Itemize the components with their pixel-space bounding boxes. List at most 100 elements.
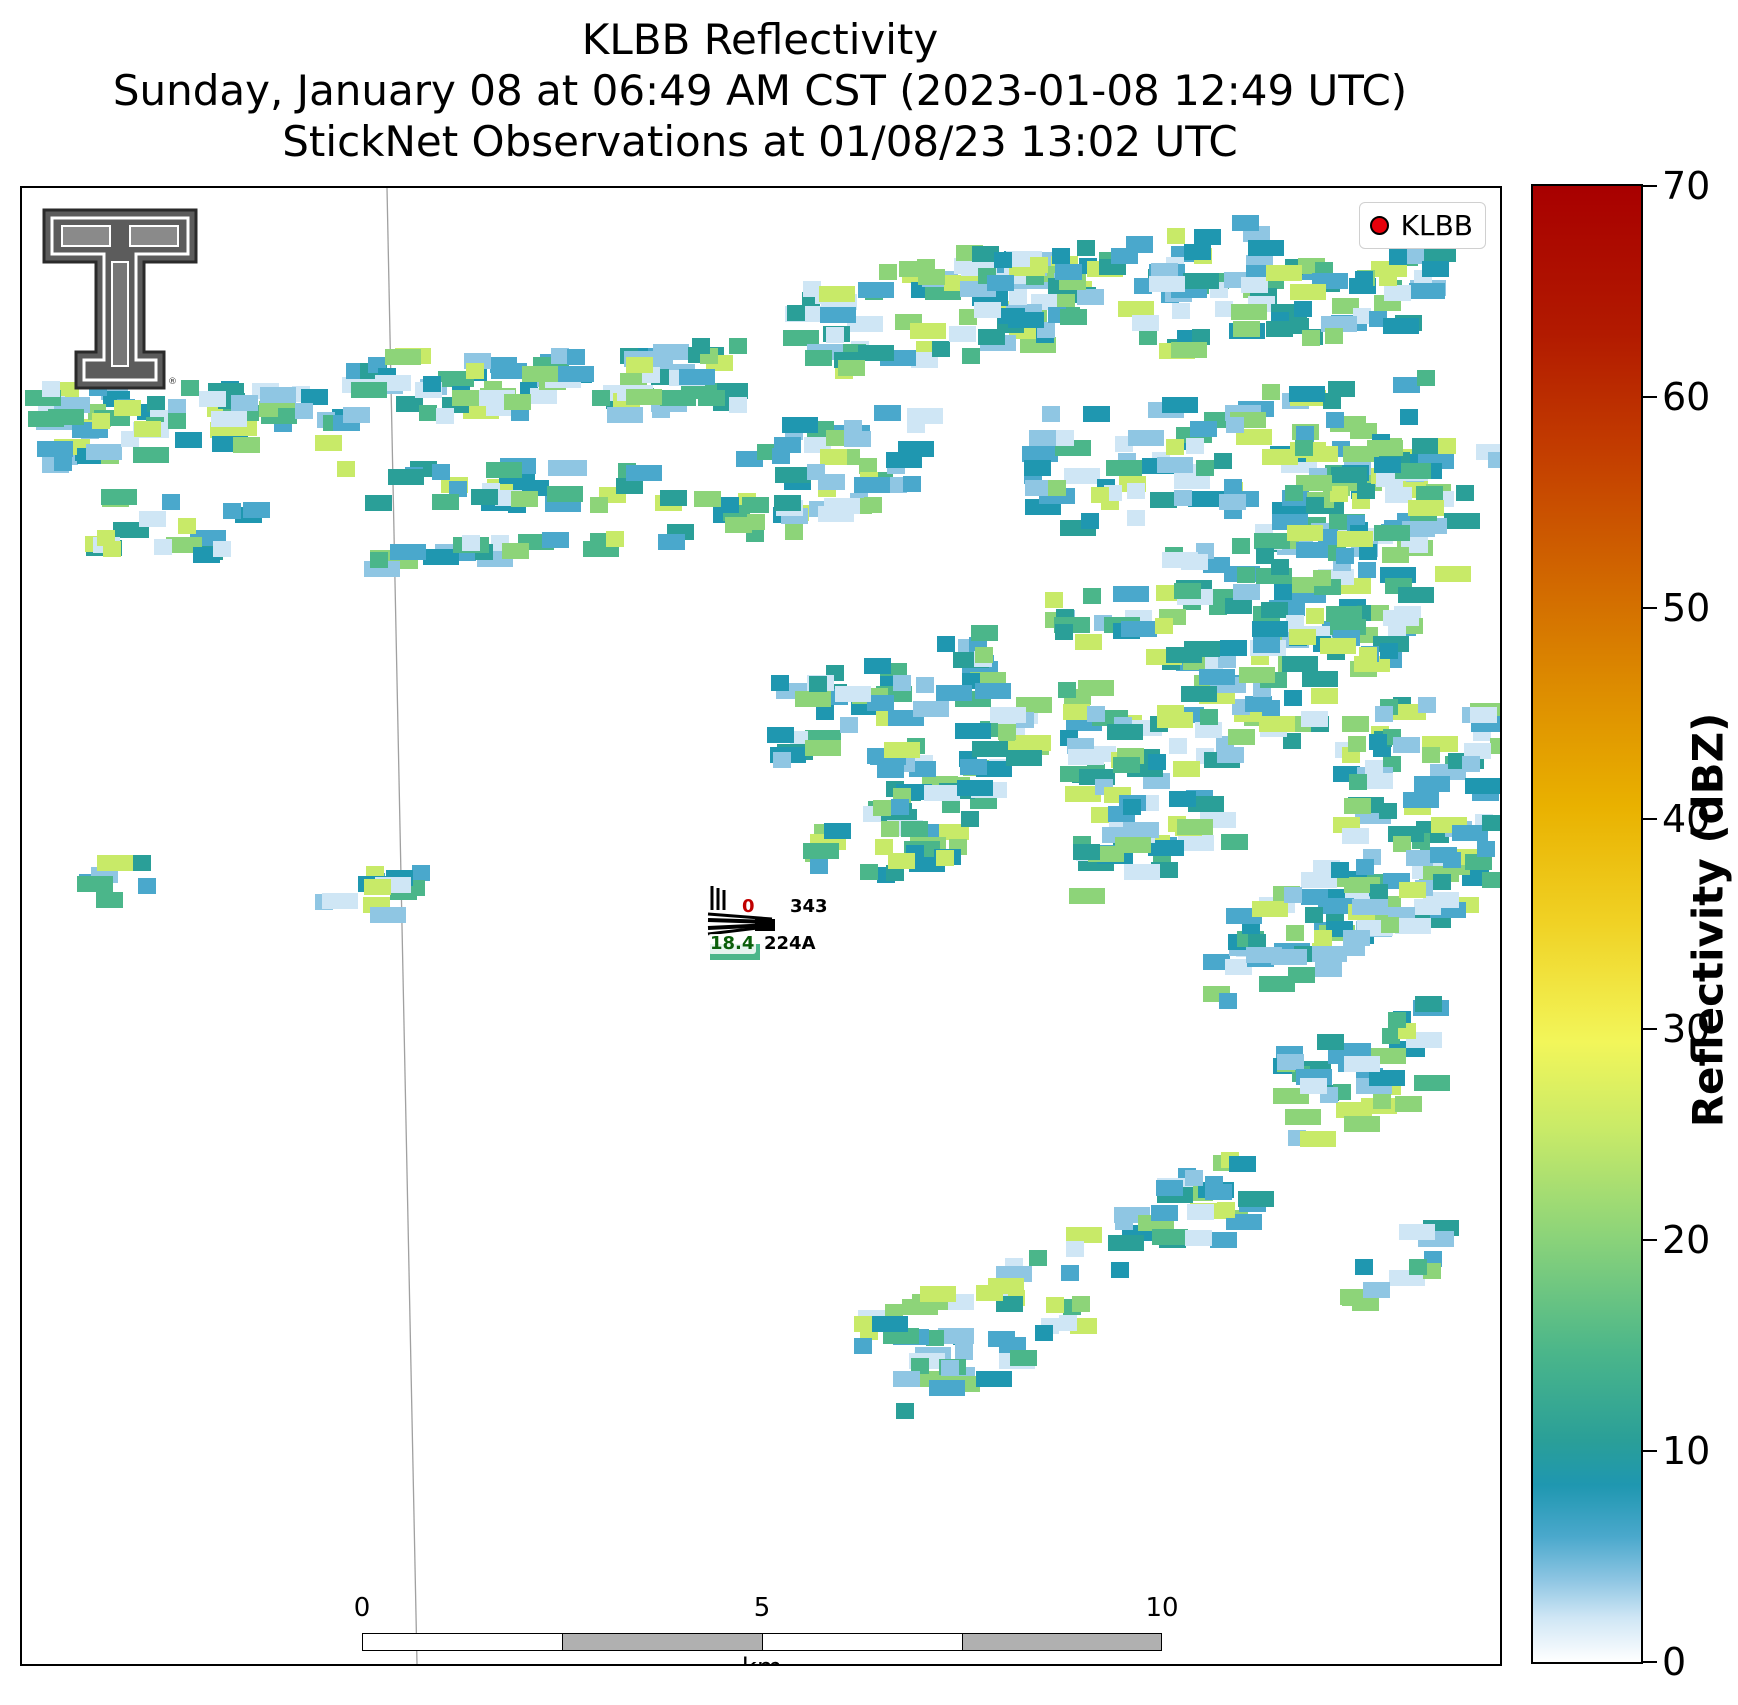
reflectivity-gate bbox=[1173, 761, 1200, 777]
reflectivity-gate bbox=[1199, 669, 1235, 685]
reflectivity-gate bbox=[772, 448, 790, 464]
reflectivity-gate bbox=[390, 544, 426, 560]
reflectivity-gate bbox=[854, 1338, 872, 1354]
reflectivity-gate bbox=[626, 465, 662, 481]
reflectivity-gate bbox=[816, 704, 834, 720]
figure-title: KLBB Reflectivity Sunday, January 08 at … bbox=[20, 14, 1500, 167]
reflectivity-gate bbox=[1331, 467, 1367, 483]
reflectivity-gate bbox=[1186, 438, 1204, 454]
colorbar-tick-label: 50 bbox=[1662, 585, 1711, 630]
reflectivity-gate bbox=[1008, 312, 1044, 328]
reflectivity-gate bbox=[1393, 737, 1420, 753]
reflectivity-gate bbox=[390, 469, 417, 485]
reflectivity-gate bbox=[1248, 934, 1266, 950]
reflectivity-field bbox=[25, 188, 1500, 1664]
reflectivity-gate bbox=[1408, 500, 1444, 516]
reflectivity-gate bbox=[955, 1344, 973, 1360]
reflectivity-gate bbox=[1356, 859, 1374, 875]
reflectivity-gate bbox=[1124, 864, 1160, 880]
reflectivity-gate bbox=[1064, 468, 1100, 484]
reflectivity-gate bbox=[1177, 819, 1213, 835]
reflectivity-gate bbox=[96, 892, 123, 908]
reflectivity-gate bbox=[626, 357, 653, 373]
reflectivity-gate bbox=[616, 478, 643, 494]
reflectivity-gate bbox=[1462, 756, 1480, 772]
reflectivity-gate bbox=[365, 495, 392, 511]
reflectivity-gate bbox=[1111, 1262, 1129, 1278]
reflectivity-gate bbox=[1262, 700, 1280, 716]
reflectivity-gate bbox=[37, 441, 73, 457]
reflectivity-gate bbox=[1195, 722, 1222, 738]
reflectivity-gate bbox=[660, 390, 696, 406]
reflectivity-gate bbox=[452, 390, 479, 406]
reflectivity-gate bbox=[1380, 643, 1398, 659]
reflectivity-gate bbox=[1433, 874, 1451, 890]
reflectivity-gate bbox=[1349, 774, 1367, 790]
reflectivity-gate bbox=[1357, 483, 1375, 499]
reflectivity-gate bbox=[805, 740, 841, 756]
reflectivity-gate bbox=[1295, 440, 1313, 456]
reflectivity-gate bbox=[1066, 1227, 1102, 1243]
reflectivity-gate bbox=[1336, 548, 1354, 564]
colorbar-tick-label: 70 bbox=[1662, 164, 1711, 208]
reflectivity-gate bbox=[971, 625, 998, 641]
reflectivity-gate bbox=[1155, 618, 1173, 634]
reflectivity-gate bbox=[1284, 887, 1302, 903]
reflectivity-gate bbox=[558, 366, 594, 382]
reflectivity-gate bbox=[592, 390, 610, 406]
reflectivity-gate bbox=[1233, 584, 1260, 600]
reflectivity-gate bbox=[803, 281, 821, 297]
reflectivity-gate bbox=[1151, 1205, 1178, 1221]
reflectivity-gate bbox=[787, 305, 805, 321]
reflectivity-gate bbox=[824, 498, 860, 514]
reflectivity-gate bbox=[884, 742, 920, 758]
reflectivity-gate bbox=[1169, 791, 1196, 807]
reflectivity-gate bbox=[1115, 837, 1151, 853]
reflectivity-gate bbox=[423, 376, 441, 392]
station-pressure: 343 bbox=[790, 896, 828, 917]
reflectivity-gate bbox=[92, 413, 110, 429]
reflectivity-gate bbox=[337, 461, 355, 477]
reflectivity-gate bbox=[1331, 862, 1349, 878]
reflectivity-gate bbox=[1046, 1297, 1064, 1313]
reflectivity-gate bbox=[1414, 1075, 1450, 1091]
colorbar-tick-mark bbox=[1643, 1450, 1657, 1453]
reflectivity-gate bbox=[858, 282, 894, 298]
reflectivity-gate bbox=[243, 502, 270, 518]
reflectivity-gate bbox=[1219, 993, 1237, 1009]
reflectivity-gate bbox=[1389, 249, 1407, 265]
reflectivity-gate bbox=[1388, 1012, 1406, 1028]
scale-bar: 0 5 10 km bbox=[354, 1593, 1179, 1664]
map-legend: KLBB bbox=[1358, 202, 1486, 249]
reflectivity-gate bbox=[1069, 888, 1105, 904]
reflectivity-gate bbox=[1151, 263, 1178, 279]
reflectivity-gate bbox=[1188, 796, 1224, 812]
reflectivity-gate bbox=[1029, 1250, 1047, 1266]
scale-tick-10: 10 bbox=[1145, 1593, 1179, 1623]
reflectivity-gate bbox=[999, 1337, 1026, 1353]
reflectivity-gate bbox=[1166, 439, 1184, 455]
reflectivity-gate bbox=[1306, 497, 1324, 513]
reflectivity-gate bbox=[1111, 248, 1138, 264]
reflectivity-gate bbox=[1241, 277, 1268, 293]
reflectivity-gate bbox=[1416, 486, 1443, 502]
reflectivity-gate bbox=[1162, 552, 1198, 568]
reflectivity-gate bbox=[901, 821, 928, 837]
reflectivity-gate bbox=[975, 647, 993, 663]
reflectivity-gate bbox=[1409, 283, 1445, 299]
reflectivity-gate bbox=[385, 349, 421, 365]
reflectivity-gate bbox=[1006, 750, 1042, 766]
reflectivity-gate bbox=[134, 421, 161, 437]
reflectivity-gate bbox=[1231, 304, 1267, 320]
reflectivity-gate bbox=[1035, 1325, 1053, 1341]
reflectivity-gate bbox=[987, 275, 1014, 291]
reflectivity-gate bbox=[396, 396, 423, 412]
reflectivity-gate bbox=[1192, 329, 1210, 345]
reflectivity-gate bbox=[133, 447, 169, 463]
reflectivity-gate bbox=[721, 497, 739, 513]
reflectivity-gate bbox=[941, 1360, 959, 1376]
reflectivity-gate bbox=[960, 759, 987, 775]
reflectivity-gate bbox=[824, 823, 851, 839]
reflectivity-gate bbox=[933, 824, 969, 840]
reflectivity-gate bbox=[1422, 747, 1440, 763]
